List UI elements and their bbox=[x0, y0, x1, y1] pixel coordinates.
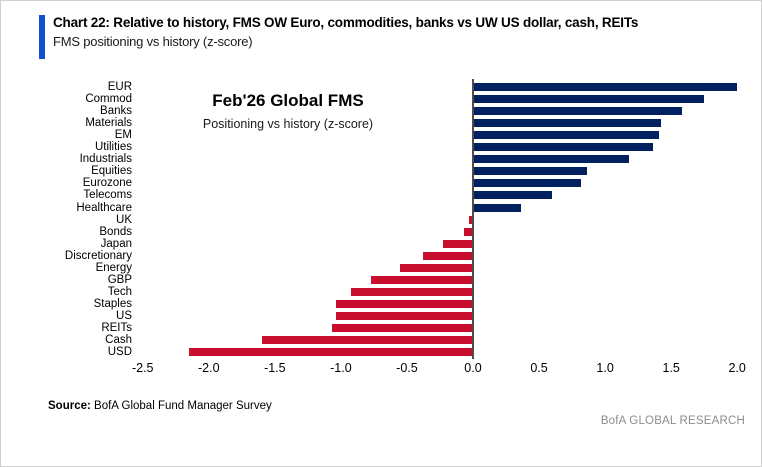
x-tick-label: -1.5 bbox=[264, 361, 286, 375]
x-tick-label: -2.0 bbox=[198, 361, 220, 375]
category-label-eur: EUR bbox=[107, 81, 132, 93]
category-label-industrials: Industrials bbox=[79, 153, 132, 166]
category-label-commod: Commod bbox=[85, 93, 132, 106]
bar-gbp bbox=[371, 275, 473, 284]
bar-healthcare bbox=[473, 203, 521, 212]
x-tick-label: 0.0 bbox=[464, 361, 482, 375]
x-tick-label: 0.5 bbox=[530, 361, 548, 375]
header-accent-bar bbox=[39, 15, 45, 59]
bar-telecoms bbox=[473, 191, 553, 200]
bar-equities bbox=[473, 167, 587, 176]
bar-em bbox=[473, 131, 660, 140]
zero-axis-line bbox=[472, 79, 474, 359]
bar-materials bbox=[473, 119, 661, 128]
category-label-banks: Banks bbox=[100, 105, 132, 118]
category-label-reits: REITs bbox=[101, 322, 132, 334]
category-label-us: US bbox=[116, 309, 132, 322]
bar-us bbox=[335, 311, 473, 320]
bar-usd bbox=[188, 348, 473, 357]
category-label-bonds: Bonds bbox=[99, 225, 132, 238]
category-label-em: EM bbox=[114, 129, 132, 142]
category-label-materials: Materials bbox=[85, 117, 132, 130]
bar-banks bbox=[473, 107, 682, 116]
category-label-tech: Tech bbox=[107, 285, 132, 298]
bar-japan bbox=[442, 239, 473, 248]
category-label-usd: USD bbox=[107, 346, 132, 359]
category-label-gbp: GBP bbox=[107, 273, 132, 286]
brand-line: BofA GLOBAL RESEARCH bbox=[600, 415, 745, 427]
chart-inner-subtitle: Positioning vs history (z-score) bbox=[202, 117, 374, 131]
category-label-eurozone: Eurozone bbox=[82, 177, 132, 190]
bar-reits bbox=[331, 324, 473, 332]
category-label-healthcare: Healthcare bbox=[76, 201, 132, 214]
source-text: BofA Global Fund Manager Survey bbox=[90, 400, 272, 412]
category-label-equities: Equities bbox=[91, 165, 132, 178]
bar-commod bbox=[473, 95, 705, 104]
bar-cash bbox=[261, 336, 473, 345]
bar-staples bbox=[335, 299, 473, 308]
x-tick-label: -0.5 bbox=[396, 361, 418, 375]
bar-bonds bbox=[463, 227, 473, 236]
category-label-telecoms: Telecoms bbox=[83, 189, 132, 202]
page-title: Chart 22: Relative to history, FMS OW Eu… bbox=[53, 15, 639, 30]
bar-tech bbox=[351, 287, 473, 296]
bar-eur bbox=[473, 83, 738, 91]
category-label-uk: UK bbox=[116, 213, 132, 226]
chart-inner-title: Feb'26 Global FMS bbox=[212, 91, 364, 110]
category-label-discretionary: Discretionary bbox=[64, 249, 132, 262]
x-tick-label: 1.5 bbox=[662, 361, 680, 375]
x-tick-label: 2.0 bbox=[728, 361, 746, 375]
category-label-utilities: Utilities bbox=[94, 141, 132, 154]
category-label-cash: Cash bbox=[105, 334, 132, 347]
bar-uk bbox=[469, 215, 473, 224]
source-line: Source: BofA Global Fund Manager Survey bbox=[48, 400, 272, 412]
x-tick-label: -2.5 bbox=[131, 361, 154, 375]
chart-plot: Feb'26 Global FMS Positioning vs history… bbox=[1, 79, 761, 379]
bar-eurozone bbox=[473, 179, 582, 188]
category-label-staples: Staples bbox=[93, 297, 132, 310]
bar-discretionary bbox=[422, 251, 473, 260]
page-subtitle: FMS positioning vs history (z-score) bbox=[53, 34, 253, 49]
category-label-japan: Japan bbox=[100, 237, 132, 250]
bar-industrials bbox=[473, 155, 629, 164]
x-tick-label: 1.0 bbox=[596, 361, 614, 375]
source-label: Source: bbox=[48, 400, 91, 412]
bar-energy bbox=[400, 263, 473, 272]
x-tick-label: -1.0 bbox=[330, 361, 352, 375]
bar-utilities bbox=[473, 143, 653, 152]
category-label-energy: Energy bbox=[95, 261, 132, 274]
